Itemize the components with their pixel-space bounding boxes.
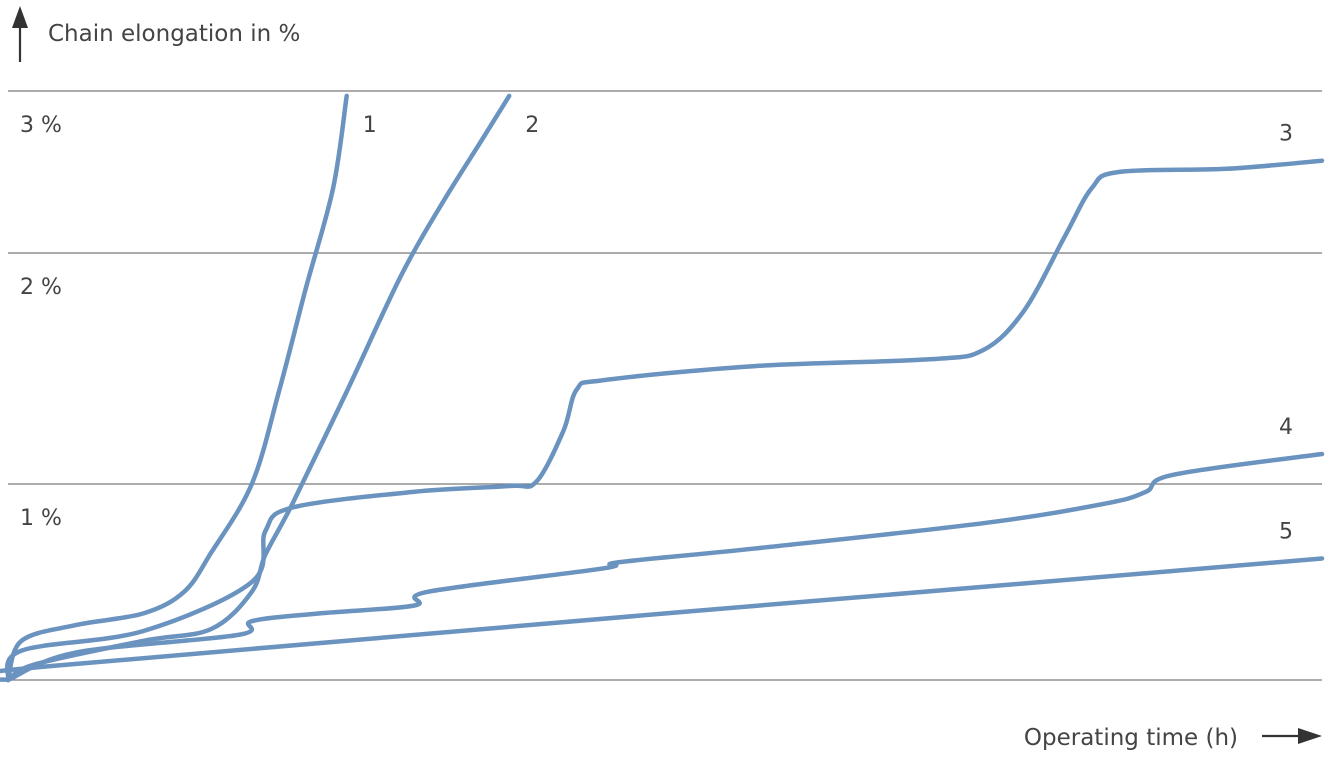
series-group xyxy=(0,93,1325,683)
series-line-1 xyxy=(5,93,349,683)
series-label-1: 1 xyxy=(363,113,377,138)
series-label-5: 5 xyxy=(1279,520,1293,545)
series-label-2: 2 xyxy=(525,113,539,138)
x-axis-arrow xyxy=(1262,728,1322,744)
series-label-4: 4 xyxy=(1279,415,1293,440)
series-label-3: 3 xyxy=(1279,122,1293,147)
y-axis-arrow xyxy=(12,6,28,62)
x-axis-label: Operating time (h) xyxy=(1024,725,1238,751)
series-labels: 1 2 3 4 5 xyxy=(363,113,1293,545)
y-tick-label-2: 2 % xyxy=(20,275,62,300)
y-tick-label-3: 3 % xyxy=(20,113,62,138)
series-line-3 xyxy=(4,158,1325,683)
y-axis-label: Chain elongation in % xyxy=(48,21,300,47)
y-tick-label-1: 1 % xyxy=(20,506,62,531)
series-line-4 xyxy=(5,451,1325,683)
series-line-5 xyxy=(0,556,1325,683)
